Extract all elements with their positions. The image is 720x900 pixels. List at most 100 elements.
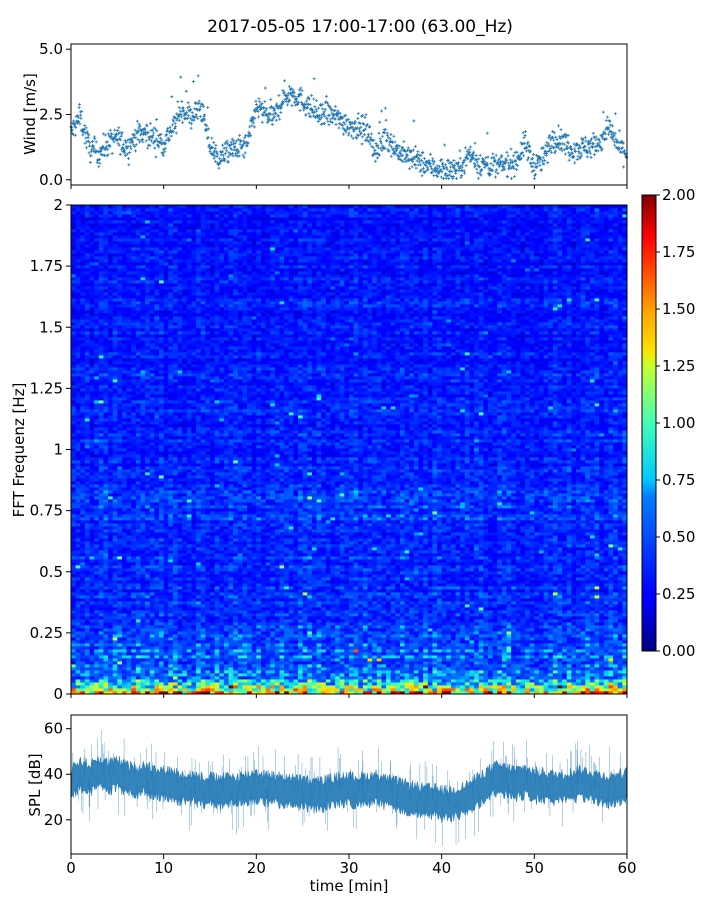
spectrogram-cell <box>534 688 539 691</box>
spectrogram-cell <box>187 628 192 631</box>
spectrogram-cell <box>581 613 586 616</box>
spectrogram-cell <box>85 652 90 655</box>
spectrogram-cell <box>511 616 516 619</box>
spectrogram-cell <box>520 610 525 613</box>
spectrogram-cell <box>479 670 484 673</box>
spectrogram-cell <box>428 658 433 661</box>
spectrogram-cell <box>173 640 178 643</box>
spectrogram-cell <box>150 655 155 658</box>
spectrogram-cell <box>497 673 502 676</box>
spectrogram-cell <box>446 607 451 610</box>
spectrogram-cell <box>196 643 201 646</box>
spectrogram-cell <box>335 607 340 610</box>
spectrogram-cell <box>293 667 298 670</box>
spectrogram-cell <box>266 670 271 673</box>
spectrogram-cell <box>613 625 618 628</box>
spectrogram-cell <box>136 646 141 649</box>
spectrogram-cell <box>474 610 479 613</box>
spectrogram-cell <box>423 610 428 613</box>
spectrogram-cell <box>354 628 359 631</box>
spectrogram-cell <box>205 628 210 631</box>
spectrogram-cell <box>414 673 419 676</box>
spectrogram-cell <box>99 670 104 673</box>
spectrogram-cell <box>493 679 498 682</box>
spectrogram-cell <box>386 619 391 622</box>
spectrogram-cell <box>196 655 201 658</box>
spectrogram-cell <box>280 673 285 676</box>
spectrogram-cell <box>326 616 331 619</box>
spectrogram-cell <box>205 682 210 685</box>
spectrogram-cell <box>307 682 312 685</box>
spectrogram-cell <box>238 637 243 640</box>
spectrogram-cell <box>224 643 229 646</box>
spectrogram-cell <box>511 658 516 661</box>
spectrogram-cell <box>437 646 442 649</box>
spectrogram-cell <box>303 628 308 631</box>
spectrogram-cell <box>613 613 618 616</box>
spectrogram-cell <box>136 664 141 667</box>
spectrogram-cell <box>252 628 257 631</box>
spectrogram-cell <box>113 661 118 664</box>
spectrogram-cell <box>497 646 502 649</box>
spectrogram-cell <box>469 649 474 652</box>
spectrogram-cell <box>205 655 210 658</box>
spectrogram-cell <box>340 643 345 646</box>
spectrogram-cell <box>289 625 294 628</box>
spectrogram-cell <box>488 676 493 679</box>
spectrogram-cell <box>280 661 285 664</box>
spectrogram-cell <box>252 685 257 688</box>
spectrogram-cell <box>465 637 470 640</box>
spectrogram-cell <box>553 643 558 646</box>
spectrogram-cell <box>618 658 623 661</box>
spectrogram-cell <box>516 610 521 613</box>
spectrogram-cell <box>599 625 604 628</box>
spectrogram-cell <box>154 643 159 646</box>
spectrogram-cell <box>136 688 141 691</box>
spectrogram-cell <box>516 673 521 676</box>
spectrogram-cell <box>553 637 558 640</box>
spectrogram-cell <box>409 628 414 631</box>
spectrogram-cell <box>530 685 535 688</box>
spectrogram-cell <box>145 640 150 643</box>
spectrogram-cell <box>256 610 261 613</box>
spectrogram-cell <box>159 661 164 664</box>
spectrogram-cell <box>136 679 141 682</box>
spectrogram-cell <box>76 640 81 643</box>
spectrogram-cell <box>372 655 377 658</box>
spectrogram-cell <box>293 655 298 658</box>
spectrogram-cell <box>94 619 99 622</box>
spectrogram-cell <box>368 685 373 688</box>
spectrogram-cell <box>599 616 604 619</box>
spectrogram-cell <box>483 628 488 631</box>
spectrogram-cell <box>511 682 516 685</box>
spectrogram-cell <box>224 613 229 616</box>
spectrogram-cell <box>335 649 340 652</box>
spectrogram-cell <box>312 688 317 691</box>
spectrogram-cell <box>224 658 229 661</box>
spectrogram-cell <box>136 634 141 637</box>
spectrogram-cell <box>303 613 308 616</box>
spectrogram-cell <box>585 619 590 622</box>
spectrogram-cell <box>270 613 275 616</box>
spectrogram-cell <box>363 664 368 667</box>
spectrogram-cell <box>270 631 275 634</box>
spectrogram-cell <box>266 667 271 670</box>
spectrogram-cell <box>604 664 609 667</box>
spectrogram-cell <box>94 613 99 616</box>
spectrogram-cell <box>154 664 159 667</box>
spectrogram-cell <box>242 652 247 655</box>
spectrogram-cell <box>252 622 257 625</box>
spectrogram-cell <box>567 610 572 613</box>
spectrogram-cell <box>321 628 326 631</box>
spectrogram-cell <box>90 658 95 661</box>
spectrogram-cell <box>219 607 224 610</box>
spectrogram-cell <box>159 628 164 631</box>
spectrogram-cell <box>386 640 391 643</box>
spectrogram-cell <box>117 637 122 640</box>
spectrogram-cell <box>150 634 155 637</box>
spectrogram-cell <box>224 610 229 613</box>
spectrogram-cell <box>187 649 192 652</box>
spectrogram-cell <box>534 652 539 655</box>
spectrogram-cell <box>201 679 206 682</box>
spectrogram-cell <box>613 661 618 664</box>
